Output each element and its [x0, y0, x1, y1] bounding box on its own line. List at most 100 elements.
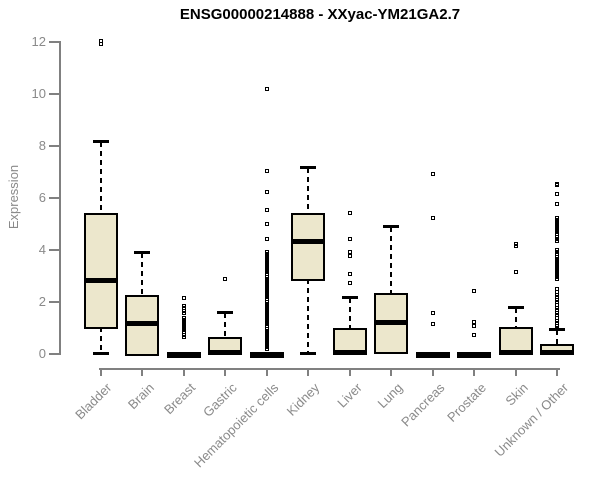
x-axis-line [99, 368, 560, 370]
outlier-point [265, 222, 269, 226]
whisker-cap-lower-bladder [93, 352, 109, 355]
whisker-upper-kidney [307, 168, 309, 212]
outlier-point [472, 333, 476, 337]
whisker-upper-lung [390, 227, 392, 293]
whisker-cap-upper-liver [342, 296, 358, 299]
y-tick-label: 4 [38, 242, 46, 257]
x-axis-tick [266, 368, 268, 376]
whisker-cap-upper-skin [508, 306, 524, 309]
outlier-point [431, 311, 435, 315]
outlier-point [514, 270, 518, 274]
median-skin [499, 350, 533, 355]
x-category-label: Bladder [72, 380, 115, 423]
y-axis-tick [49, 301, 60, 303]
x-category-label: Skin [502, 380, 531, 409]
whisker-upper-unknown-other [556, 330, 558, 344]
outlier-point [555, 183, 559, 187]
outlier-point [265, 190, 269, 194]
median-unknown-other [540, 350, 574, 355]
whisker-cap-upper-gastric [217, 311, 233, 314]
outlier-point [348, 254, 352, 258]
y-axis-tick [49, 41, 60, 43]
whisker-lower-bladder [100, 327, 102, 353]
outlier-point [555, 192, 559, 196]
outlier-point [555, 202, 559, 206]
outlier-point [348, 281, 352, 285]
whisker-lower-kidney [307, 279, 309, 353]
box-bladder [84, 213, 118, 329]
median-brain [125, 321, 159, 326]
collapsed-box-breast [167, 352, 201, 358]
outlier-point [348, 211, 352, 215]
y-tick-label: 6 [38, 190, 46, 205]
box-kidney [291, 213, 325, 281]
whisker-cap-upper-brain [134, 251, 150, 254]
x-category-label: Kidney [283, 380, 323, 419]
outlier-point [348, 272, 352, 276]
outlier-point [265, 87, 269, 91]
whisker-upper-gastric [224, 313, 226, 338]
x-axis-tick [349, 368, 351, 376]
whisker-cap-upper-kidney [300, 166, 316, 169]
whisker-cap-upper-lung [383, 225, 399, 228]
outlier-point [265, 237, 269, 241]
x-category-label: Unknown / Other [492, 380, 572, 460]
outlier-point [555, 239, 559, 243]
x-axis-tick [432, 368, 434, 376]
outlier-point [514, 244, 518, 248]
median-gastric [208, 350, 242, 355]
median-liver [333, 350, 367, 355]
x-category-label: Brain [124, 380, 157, 413]
x-axis-tick [473, 368, 475, 376]
outlier-point [265, 347, 269, 351]
whisker-upper-brain [141, 253, 143, 295]
x-axis-tick [390, 368, 392, 376]
y-axis-tick [49, 353, 60, 355]
median-bladder [84, 278, 118, 283]
x-category-label: Pancreas [398, 380, 448, 430]
whisker-upper-liver [349, 298, 351, 328]
whisker-upper-bladder [100, 142, 102, 212]
median-kidney [291, 239, 325, 244]
outlier-point [431, 322, 435, 326]
x-category-label: Lung [374, 380, 406, 412]
whisker-cap-lower-kidney [300, 352, 316, 355]
x-axis-tick [556, 368, 558, 376]
y-axis-line [59, 41, 61, 355]
y-axis-tick [49, 197, 60, 199]
outlier-point [182, 311, 186, 315]
x-axis-tick [141, 368, 143, 376]
y-axis-tick [49, 249, 60, 251]
y-tick-label: 10 [31, 86, 46, 101]
outlier-point [472, 289, 476, 293]
whisker-upper-skin [515, 308, 517, 328]
y-axis-tick [49, 93, 60, 95]
x-category-label: Gastric [199, 380, 240, 420]
outlier-point [182, 335, 186, 339]
outlier-point [265, 169, 269, 173]
y-tick-label: 0 [38, 346, 46, 361]
outlier-point [431, 172, 435, 176]
y-tick-label: 8 [38, 138, 46, 153]
outlier-point [431, 216, 435, 220]
x-category-label: Breast [161, 380, 199, 418]
outlier-point [555, 326, 559, 330]
y-tick-label: 2 [38, 294, 46, 309]
collapsed-box-hematopoietic-cells [250, 352, 284, 358]
x-axis-tick [224, 368, 226, 376]
outlier-point [472, 324, 476, 328]
x-axis-tick [515, 368, 517, 376]
x-axis-tick [100, 368, 102, 376]
chart-title: ENSG00000214888 - XXyac-YM21GA2.7 [179, 6, 461, 23]
x-category-label: Prostate [443, 380, 489, 425]
outlier-point [182, 296, 186, 300]
x-axis-tick [307, 368, 309, 376]
y-axis-tick [49, 145, 60, 147]
outlier-point [555, 277, 559, 281]
x-axis-tick [183, 368, 185, 376]
y-tick-label: 12 [31, 34, 46, 49]
outlier-point [472, 320, 476, 324]
outlier-point [99, 42, 103, 46]
outlier-point [348, 250, 352, 254]
